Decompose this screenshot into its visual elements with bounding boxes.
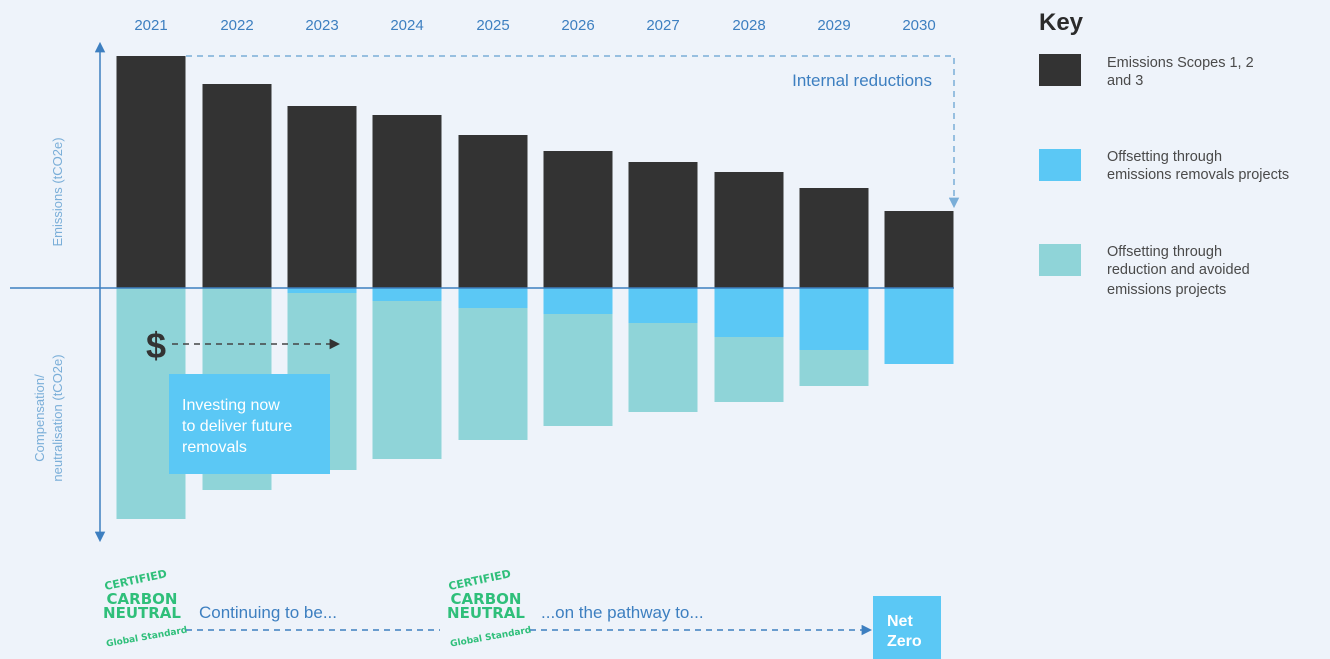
investing-callout	[169, 374, 330, 474]
bar-emissions-2023	[287, 106, 357, 288]
legend: Key Emissions Scopes 1, 2 and 3 Offsetti…	[1039, 9, 1289, 298]
internal-reductions-label: Internal reductions	[792, 71, 932, 90]
bar-removals-2028	[714, 288, 784, 337]
continuing-label: Continuing to be...	[199, 603, 337, 622]
pathway-label: ...on the pathway to...	[541, 603, 704, 622]
year-label-2030: 2030	[902, 17, 935, 34]
badge-carbon-text: CARBON	[107, 590, 178, 608]
bar-removals-2029	[799, 288, 869, 350]
bar-emissions-2021	[116, 56, 186, 288]
legend-title: Key	[1039, 9, 1084, 36]
bar-removals-2026	[543, 288, 613, 314]
bar-avoided-2025	[458, 308, 528, 440]
legend-swatch-removals	[1039, 149, 1081, 181]
legend-label-emissions-line1: Emissions Scopes 1, 2	[1107, 55, 1254, 71]
year-label-2023: 2023	[305, 17, 338, 34]
legend-label-emissions-line2: and 3	[1107, 73, 1143, 89]
carbon-neutral-badge-1: CERTIFIED CARBON NEUTRAL Global Standard	[103, 567, 188, 649]
investing-text-line1: Investing now	[182, 397, 280, 414]
legend-label-removals-line1: Offsetting through	[1107, 149, 1222, 165]
year-label-2027: 2027	[646, 17, 679, 34]
bar-removals-2027	[628, 288, 698, 323]
bar-removals-2023	[287, 288, 357, 293]
bar-removals-2030	[884, 288, 954, 364]
y-axis-label-emissions: Emissions (tCO2e)	[50, 137, 65, 246]
bar-avoided-2027	[628, 323, 698, 412]
bar-emissions-2026	[543, 151, 613, 288]
bar-avoided-2029	[799, 350, 869, 386]
year-label-2026: 2026	[561, 17, 594, 34]
dollar-sign: $	[146, 325, 166, 366]
bars-layer	[116, 56, 954, 519]
y-axis-label-compensation-line2: neutralisation (tCO2e)	[50, 354, 65, 481]
bar-emissions-2027	[628, 162, 698, 288]
bar-emissions-2028	[714, 172, 784, 288]
bar-emissions-2029	[799, 188, 869, 288]
bar-avoided-2026	[543, 314, 613, 426]
badge-neutral-text: NEUTRAL	[447, 604, 525, 622]
legend-label-avoided-line2: reduction and avoided	[1107, 262, 1250, 278]
investing-text-line3: removals	[182, 439, 247, 456]
legend-swatch-avoided	[1039, 244, 1081, 276]
bar-emissions-2030	[884, 211, 954, 288]
badge-neutral-text: NEUTRAL	[103, 604, 181, 622]
bar-avoided-2028	[714, 337, 784, 402]
net-zero-box	[873, 596, 941, 659]
legend-label-removals-line2: emissions removals projects	[1107, 167, 1289, 183]
net-zero-line1: Net	[887, 613, 913, 630]
legend-label-avoided-line1: Offsetting through	[1107, 244, 1222, 260]
legend-swatch-emissions	[1039, 54, 1081, 86]
bar-emissions-2024	[372, 115, 442, 288]
net-zero-line2: Zero	[887, 633, 922, 650]
internal-reductions-arrow	[186, 55, 960, 209]
year-label-2029: 2029	[817, 17, 850, 34]
year-labels: 2021 2022 2023 2024 2025 2026 2027 2028 2029 2030	[134, 17, 935, 34]
year-label-2021: 2021	[134, 17, 167, 34]
y-axis-label-compensation-line1: Compensation/	[32, 374, 47, 462]
bar-removals-2024	[372, 288, 442, 301]
bar-removals-2025	[458, 288, 528, 308]
year-label-2025: 2025	[476, 17, 509, 34]
investing-text-line2: to deliver future	[182, 418, 292, 435]
year-label-2022: 2022	[220, 17, 253, 34]
badge-global-text: Global Standard	[450, 626, 533, 650]
bar-emissions-2025	[458, 135, 528, 288]
year-label-2028: 2028	[732, 17, 765, 34]
legend-label-avoided-line3: emissions projects	[1107, 282, 1226, 298]
carbon-neutral-badge-2: CERTIFIED CARBON NEUTRAL Global Standard	[447, 567, 532, 649]
year-label-2024: 2024	[390, 17, 423, 34]
badge-global-text: Global Standard	[106, 626, 189, 650]
badge-carbon-text: CARBON	[451, 590, 522, 608]
bar-avoided-2024	[372, 301, 442, 459]
bar-emissions-2022	[202, 84, 272, 288]
